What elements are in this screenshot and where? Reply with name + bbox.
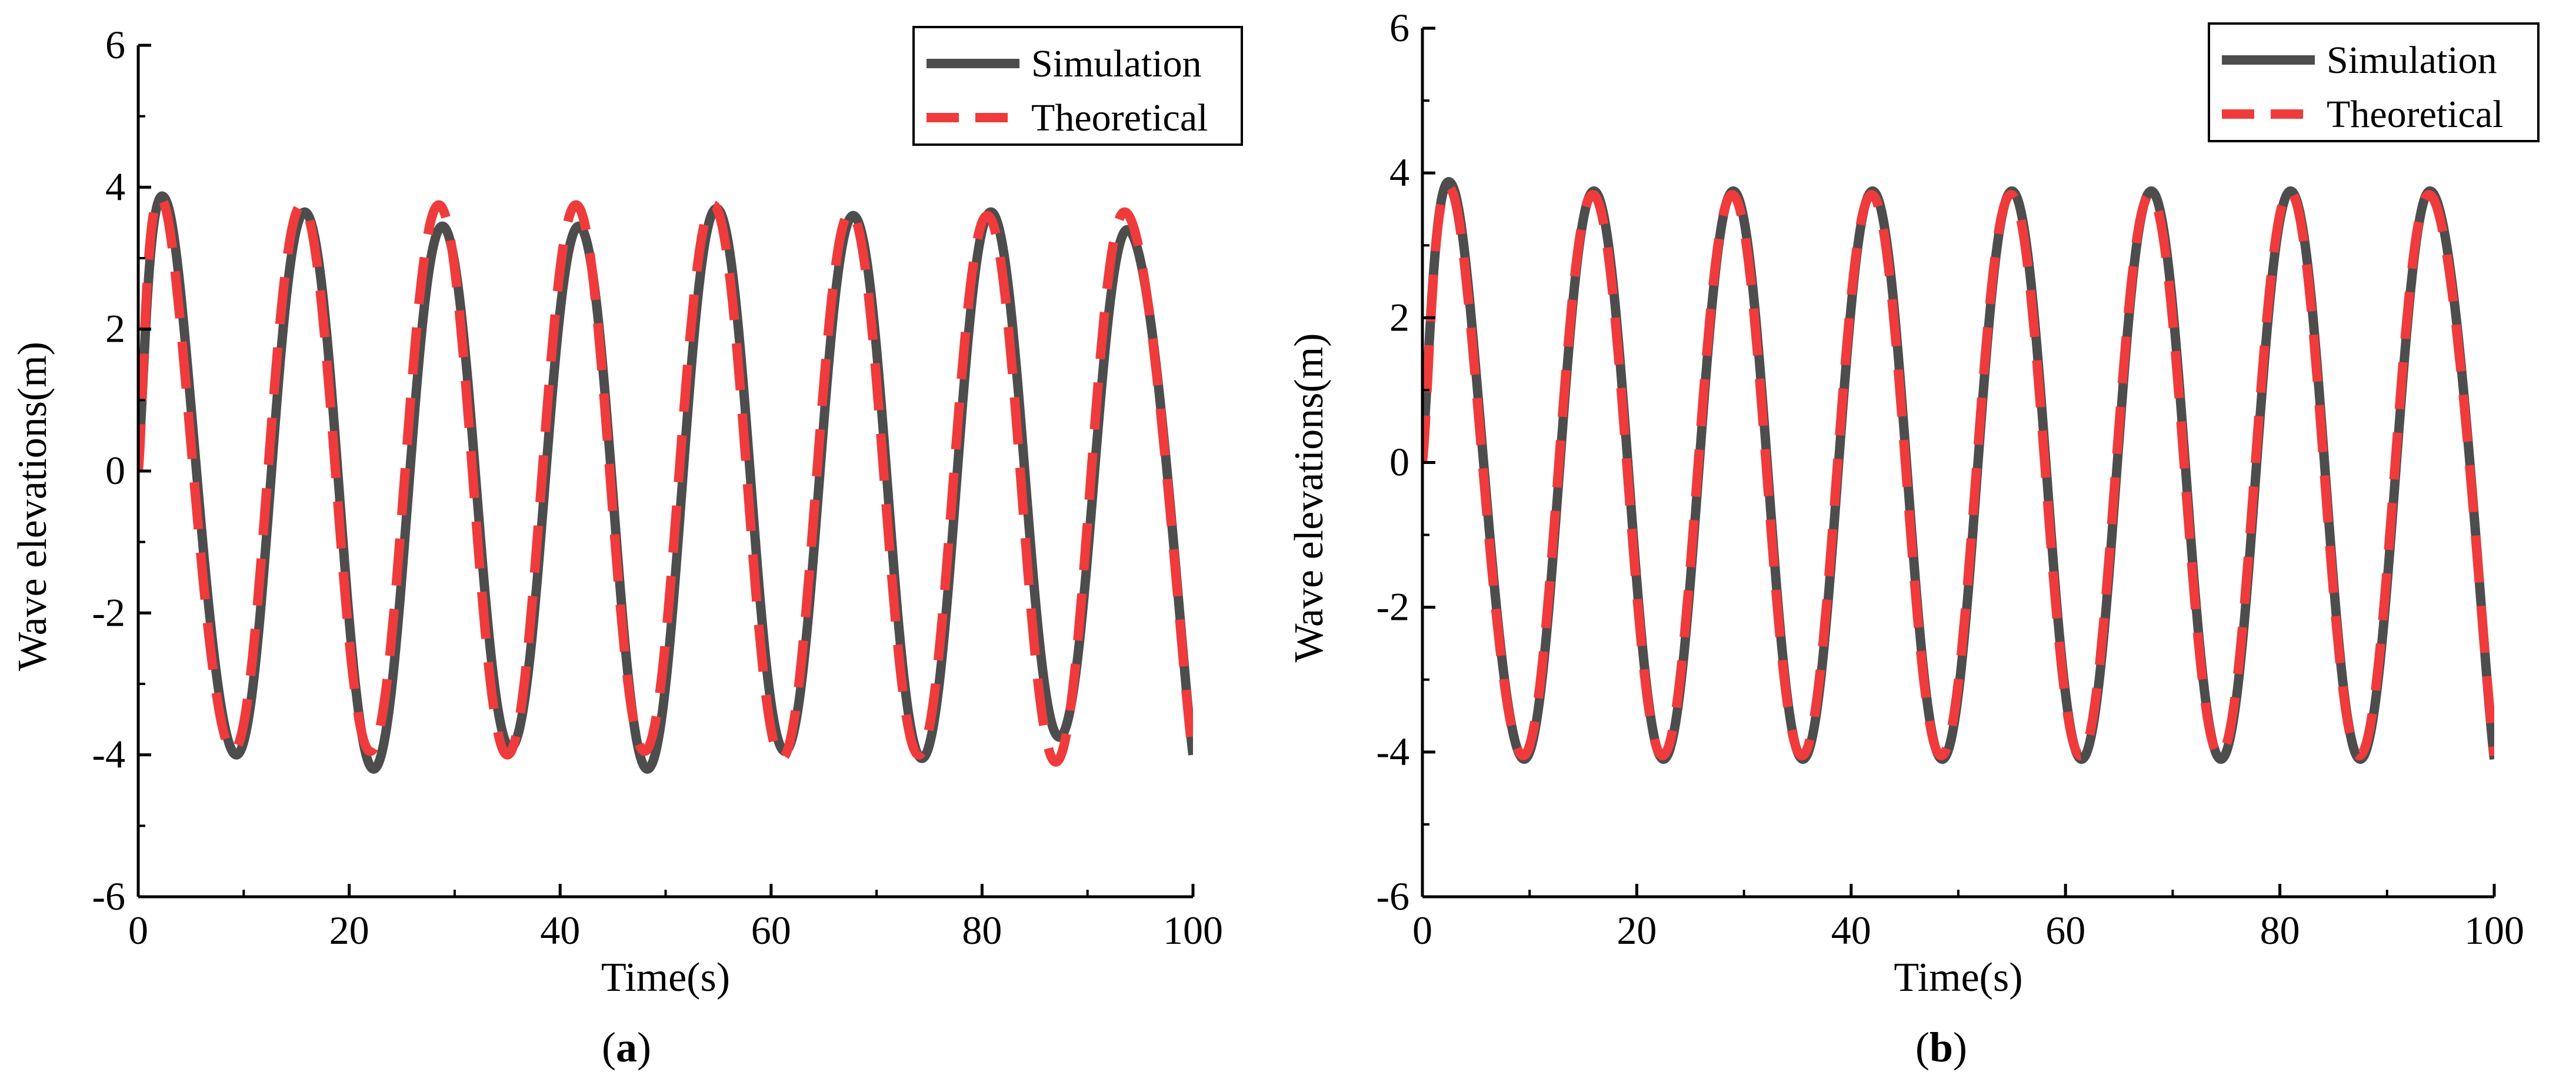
series-line-simulation — [1422, 177, 2494, 764]
y-tick-label: 2 — [105, 306, 125, 351]
y-tick-label: 6 — [105, 22, 125, 67]
legend: Simulation Theoretical — [2208, 22, 2540, 142]
panel-caption: (b) — [1915, 1024, 1967, 1071]
legend-label-simulation: Simulation — [2327, 39, 2497, 82]
y-axis-label: Wave elevations(m) — [1287, 333, 1332, 663]
x-tick-label: 40 — [1831, 908, 1871, 953]
x-tick-label: 20 — [329, 908, 369, 953]
y-tick-label: 2 — [1389, 295, 1409, 339]
legend-box — [912, 26, 1243, 146]
y-tick-label: 4 — [105, 164, 125, 209]
y-axis-label: Wave elevations(m) — [10, 342, 55, 671]
y-tick-label: -6 — [92, 874, 125, 919]
legend: Simulation Theoretical — [912, 26, 1243, 146]
y-tick-label: 6 — [1389, 5, 1409, 50]
legend-box — [2208, 22, 2540, 142]
series-line-theoretical — [138, 192, 1193, 767]
x-tick-label: 20 — [1617, 908, 1657, 953]
x-tick-label: 60 — [2045, 908, 2085, 953]
legend-label-simulation: Simulation — [1031, 42, 1202, 85]
y-tick-label: -2 — [92, 590, 125, 634]
series-line-theoretical — [1422, 182, 2494, 761]
x-tick-label: 0 — [1412, 908, 1432, 953]
x-axis-label: Time(s) — [1894, 955, 2022, 1000]
y-tick-label: 0 — [105, 448, 125, 493]
y-tick-label: 4 — [1389, 150, 1409, 195]
x-tick-label: 60 — [751, 908, 791, 953]
panel-caption: (a) — [602, 1024, 651, 1071]
legend-label-theoretical: Theoretical — [1031, 96, 1208, 139]
x-tick-label: 80 — [2260, 908, 2300, 953]
x-tick-label: 40 — [540, 908, 580, 953]
y-tick-label: -6 — [1376, 874, 1409, 919]
x-tick-label: 100 — [2464, 908, 2524, 953]
y-tick-label: -4 — [92, 732, 125, 777]
y-tick-label: -2 — [1376, 585, 1409, 629]
y-tick-label: 0 — [1389, 440, 1409, 485]
x-tick-label: 0 — [128, 908, 148, 953]
x-tick-label: 80 — [962, 908, 1002, 953]
x-tick-label: 100 — [1163, 908, 1223, 953]
x-axis-label: Time(s) — [601, 955, 730, 1000]
legend-label-theoretical: Theoretical — [2327, 93, 2503, 136]
y-tick-label: -4 — [1376, 729, 1409, 774]
